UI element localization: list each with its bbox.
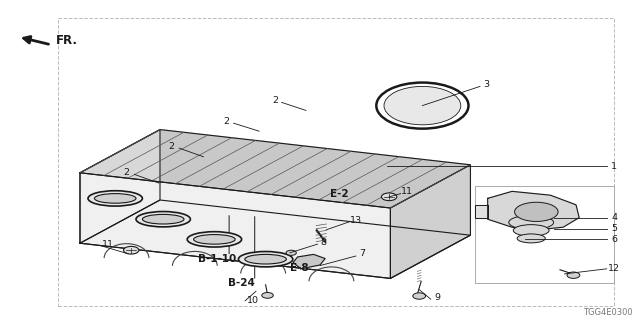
- Text: 9: 9: [434, 293, 440, 302]
- Text: 2: 2: [272, 96, 278, 105]
- Text: 8: 8: [321, 238, 327, 247]
- Text: B-1-10: B-1-10: [198, 254, 237, 264]
- Ellipse shape: [142, 214, 184, 224]
- Text: 7: 7: [359, 249, 365, 258]
- Text: 2: 2: [223, 117, 229, 126]
- Text: 13: 13: [350, 216, 362, 225]
- Bar: [475, 186, 614, 283]
- Circle shape: [286, 250, 296, 255]
- Ellipse shape: [238, 252, 292, 267]
- Text: 5: 5: [611, 224, 618, 233]
- Text: 4: 4: [611, 213, 618, 222]
- Polygon shape: [80, 130, 160, 243]
- Text: B-24: B-24: [228, 278, 255, 288]
- Circle shape: [381, 193, 397, 201]
- Polygon shape: [488, 191, 579, 230]
- Ellipse shape: [244, 254, 287, 264]
- Circle shape: [262, 292, 273, 298]
- Circle shape: [124, 246, 139, 254]
- Text: 11: 11: [102, 240, 113, 249]
- Text: 1: 1: [611, 162, 618, 171]
- Polygon shape: [475, 205, 488, 218]
- Text: 3: 3: [483, 80, 490, 89]
- Text: 2: 2: [124, 168, 130, 177]
- Text: 10: 10: [247, 296, 259, 305]
- Bar: [58, 18, 614, 306]
- Text: E-8: E-8: [290, 263, 309, 273]
- Text: 2: 2: [168, 142, 175, 151]
- Ellipse shape: [515, 202, 558, 221]
- Polygon shape: [80, 173, 390, 278]
- Ellipse shape: [513, 225, 549, 236]
- Text: 6: 6: [611, 235, 618, 244]
- Text: 11: 11: [401, 188, 413, 196]
- Circle shape: [384, 86, 461, 125]
- Circle shape: [413, 293, 426, 299]
- Ellipse shape: [517, 234, 545, 243]
- Ellipse shape: [136, 212, 191, 227]
- Circle shape: [567, 272, 580, 278]
- Ellipse shape: [509, 215, 554, 229]
- Polygon shape: [293, 254, 325, 269]
- Text: 12: 12: [609, 264, 620, 273]
- Text: TGG4E0300: TGG4E0300: [582, 308, 632, 317]
- Ellipse shape: [95, 194, 136, 203]
- Polygon shape: [80, 130, 470, 208]
- Ellipse shape: [187, 232, 242, 247]
- Polygon shape: [390, 165, 470, 278]
- Ellipse shape: [88, 191, 142, 206]
- Text: E-2: E-2: [330, 188, 349, 199]
- Polygon shape: [80, 200, 470, 278]
- Ellipse shape: [193, 235, 236, 244]
- Text: FR.: FR.: [56, 35, 77, 47]
